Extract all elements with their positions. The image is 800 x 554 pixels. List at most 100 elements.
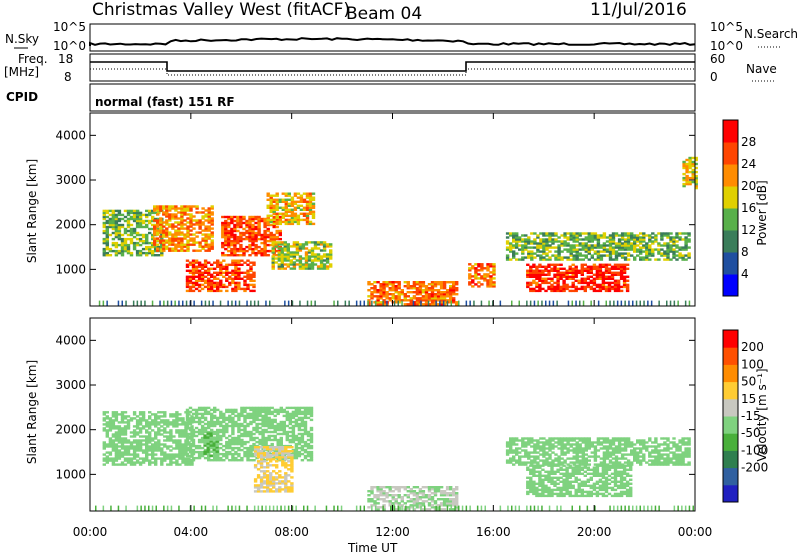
velocity-cell: [219, 452, 223, 456]
power-cell: [188, 277, 193, 280]
power-cell: [230, 239, 234, 243]
power-cell: [554, 234, 558, 237]
power-cell: [614, 250, 619, 253]
power-cell: [191, 277, 196, 280]
power-cell: [180, 233, 184, 236]
power-cell: [281, 206, 285, 209]
power-cell: [290, 214, 295, 217]
power-cell: [597, 300, 600, 306]
velocity-cell: [266, 490, 270, 493]
velocity-cell: [409, 498, 413, 501]
power-cell: [630, 232, 634, 235]
power-cell: [160, 254, 164, 257]
power-cell: [239, 247, 243, 251]
velocity-cell: [297, 442, 302, 446]
velocity-cell: [589, 494, 593, 498]
power-cell: [412, 300, 415, 306]
power-cell: [452, 281, 456, 284]
velocity-cell: [595, 486, 600, 490]
velocity-cell: [111, 445, 116, 448]
velocity-cell: [290, 466, 294, 469]
power-cell: [599, 250, 604, 253]
power-cell: [675, 244, 679, 247]
power-cell: [266, 214, 270, 217]
velocity-cell: [397, 486, 401, 489]
velocity-cell: [210, 408, 214, 412]
power-cell: [642, 234, 646, 237]
velocity-cell: [210, 414, 214, 418]
power-cell: [348, 300, 350, 306]
power-cell: [290, 204, 295, 207]
power-cell: [578, 234, 582, 237]
power-cell: [538, 271, 542, 274]
power-cell: [610, 287, 615, 291]
velocity-cell: [279, 406, 283, 410]
velocity-cell: [145, 437, 149, 440]
power-cell: [544, 279, 548, 282]
power-cell: [685, 178, 689, 182]
power-cell: [586, 271, 590, 274]
power-cell: [645, 258, 649, 261]
cpid-mode-text: normal (fast) 151 RF: [95, 95, 235, 109]
velocity-cell: [135, 419, 140, 422]
power-cell: [138, 217, 143, 221]
velocity-cell: [207, 459, 211, 462]
power-cell: [675, 254, 679, 257]
power-cell: [183, 245, 187, 248]
power-cell: [688, 164, 692, 168]
velocity-cell: [306, 434, 311, 438]
velocity-cell: [262, 470, 267, 473]
velocity-cell: [210, 412, 214, 416]
velocity-cell: [294, 438, 299, 442]
velocity-cell: [102, 445, 106, 448]
power-cell: [567, 300, 570, 306]
power-cell: [619, 285, 624, 289]
power-cell: [691, 156, 695, 160]
power-cell: [272, 222, 276, 226]
power-cell: [105, 247, 109, 251]
power-cell: [254, 235, 258, 239]
power-cell: [269, 249, 273, 253]
power-cell: [480, 269, 484, 272]
power-cell: [281, 198, 285, 201]
velocity-cell: [565, 474, 569, 477]
velocity-cell: [297, 422, 302, 426]
power-cell: [263, 249, 267, 253]
power-cell: [538, 265, 542, 268]
power-cell: [263, 231, 267, 235]
power-cell: [455, 283, 459, 286]
power-cell: [271, 257, 275, 260]
power-cell: [154, 217, 158, 221]
velocity-cell: [197, 412, 202, 416]
velocity-cell: [216, 448, 220, 452]
velocity-cell: [281, 456, 285, 459]
velocity-cell: [284, 446, 288, 449]
power-cell: [607, 275, 612, 278]
velocity-cell: [267, 412, 271, 416]
velocity-cell: [406, 500, 410, 503]
velocity-cell: [175, 431, 179, 434]
power-cell: [574, 271, 578, 274]
velocity-cell: [541, 480, 545, 483]
velocity-cell: [166, 431, 170, 434]
velocity-cell: [120, 419, 125, 422]
power-cell: [533, 256, 537, 259]
velocity-cell: [240, 424, 244, 428]
power-cell: [539, 250, 543, 253]
velocity-cell: [240, 414, 244, 418]
power-cell: [307, 267, 312, 270]
velocity-cell: [418, 502, 423, 505]
power-cell: [186, 221, 190, 224]
power-cell: [593, 234, 598, 237]
velocity-cell: [394, 508, 398, 511]
velocity-cell: [175, 425, 179, 428]
power-cell: [156, 221, 160, 224]
velocity-cell: [379, 486, 383, 489]
power-cell: [192, 241, 196, 244]
velocity-cell: [595, 482, 600, 485]
velocity-cell: [240, 448, 244, 452]
power-cell: [379, 295, 383, 298]
velocity-cell: [148, 435, 152, 438]
power-cell: [620, 254, 625, 257]
nsky-trace: [89, 37, 696, 47]
